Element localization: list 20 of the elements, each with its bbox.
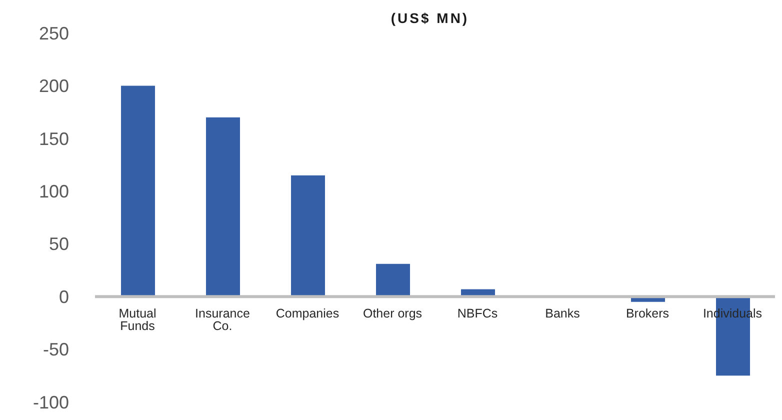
bar <box>121 86 155 297</box>
x-tick-label: Companies <box>276 306 340 320</box>
bar <box>376 264 410 297</box>
chart-title: (US$ MN) <box>390 10 470 26</box>
y-tick-label: -100 <box>32 392 69 412</box>
y-tick-label: 200 <box>38 76 69 96</box>
bar <box>206 117 240 297</box>
bar <box>291 175 325 297</box>
x-tick-label: Brokers <box>626 306 670 320</box>
x-tick-label: Banks <box>545 306 580 320</box>
y-tick-label: 250 <box>38 23 69 44</box>
y-tick-label: -50 <box>42 340 69 360</box>
x-tick-label: Insurance Co. <box>195 306 250 333</box>
y-tick-label: 150 <box>38 128 69 149</box>
y-tick-label: 100 <box>38 182 69 202</box>
x-tick-label: NBFCs <box>457 306 498 320</box>
y-tick-label: 0 <box>58 286 69 307</box>
x-tick-label: Mutual Funds <box>118 306 156 333</box>
y-tick-label: 50 <box>48 234 69 254</box>
x-tick-label: Other orgs <box>362 306 422 320</box>
